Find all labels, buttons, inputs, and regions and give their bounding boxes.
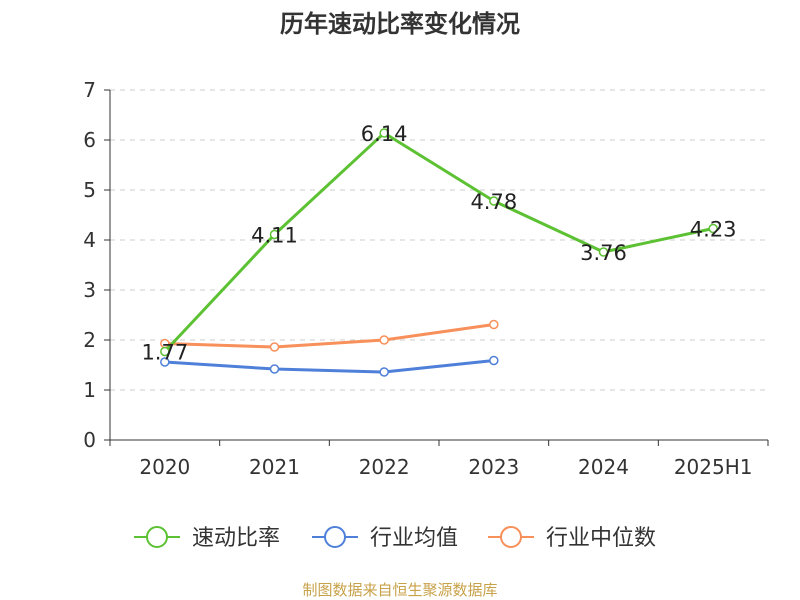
legend[interactable]: 速动比率 行业均值 行业中位数 xyxy=(134,526,656,551)
data-point xyxy=(489,196,499,206)
y-tick-labels: 0 1 2 3 4 5 6 7 xyxy=(83,78,96,452)
legend-label: 行业中位数 xyxy=(546,526,656,551)
legend-item[interactable]: 速动比率 xyxy=(134,526,280,551)
legend-label: 速动比率 xyxy=(192,526,280,551)
y-tick-label: 7 xyxy=(83,78,96,102)
data-point xyxy=(489,319,499,330)
x-tick-labels: 2020 2021 2022 2023 2024 2025H1 xyxy=(139,455,752,479)
x-tick-label: 2022 xyxy=(359,455,410,479)
y-tick-label: 3 xyxy=(83,278,96,302)
legend-item[interactable]: 行业均值 xyxy=(312,526,458,551)
legend-label: 行业均值 xyxy=(370,526,458,551)
data-point xyxy=(379,128,389,138)
legend-swatch-marker xyxy=(500,526,522,548)
data-label: 4.78 xyxy=(470,190,517,214)
axes xyxy=(104,89,769,446)
y-tick-label: 6 xyxy=(83,128,96,152)
series-line xyxy=(164,323,495,349)
y-tick-label: 2 xyxy=(83,328,96,352)
x-tick-label: 2025H1 xyxy=(674,455,753,479)
y-tick-label: 1 xyxy=(83,378,96,402)
chart-title: 历年速动比率变化情况 xyxy=(280,10,520,38)
series-line xyxy=(164,359,494,374)
legend-item[interactable]: 行业中位数 xyxy=(488,526,656,551)
data-label: 4.11 xyxy=(251,224,298,248)
data-point xyxy=(598,247,609,257)
series-line xyxy=(163,131,714,353)
data-point xyxy=(160,357,170,367)
data-labels: 1.77 4.11 6.14 4.78 3.76 4.23 xyxy=(141,122,736,365)
legend-swatch-marker xyxy=(324,526,346,548)
series-lines xyxy=(160,128,718,377)
data-label: 6.14 xyxy=(361,122,408,146)
data-point xyxy=(379,335,389,345)
data-point xyxy=(269,229,280,240)
data-point xyxy=(379,367,389,377)
data-point xyxy=(269,364,280,374)
data-point xyxy=(489,355,499,366)
legend-swatch-marker xyxy=(146,526,168,548)
data-point xyxy=(160,346,170,357)
x-tick-label: 2020 xyxy=(139,455,190,479)
y-tick-label: 0 xyxy=(83,428,96,452)
data-label: 1.77 xyxy=(141,341,188,365)
data-label: 4.23 xyxy=(690,218,737,242)
data-point xyxy=(269,342,280,352)
data-label: 3.76 xyxy=(580,241,627,265)
x-tick-label: 2023 xyxy=(468,455,519,479)
y-tick-label: 5 xyxy=(83,178,96,202)
y-tick-label: 4 xyxy=(83,228,96,252)
x-tick-label: 2024 xyxy=(578,455,629,479)
x-tick-label: 2021 xyxy=(249,455,300,479)
data-point xyxy=(708,223,718,234)
source-note: 制图数据来自恒生聚源数据库 xyxy=(302,581,498,599)
